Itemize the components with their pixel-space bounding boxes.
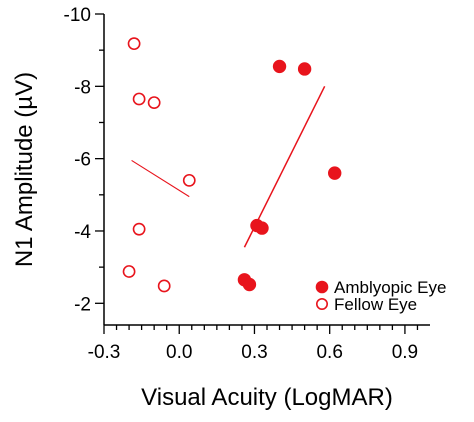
amblyopic-eye-point bbox=[272, 59, 287, 74]
x-tick-label: 0.3 bbox=[241, 342, 267, 363]
legend-marker-amblyopic bbox=[315, 280, 329, 294]
legend-label-fellow: Fellow Eye bbox=[334, 295, 417, 314]
x-tick-label: 0.0 bbox=[166, 342, 192, 363]
fellow-eye-point bbox=[132, 222, 146, 236]
fellow-eye-point bbox=[147, 96, 161, 109]
fellow-eye-point bbox=[132, 92, 146, 106]
fellow-eye-point bbox=[122, 265, 136, 278]
legend-label-amblyopic: Amblyopic Eye bbox=[334, 278, 446, 297]
y-tick-label: -10 bbox=[64, 5, 91, 26]
fellow-fit-line bbox=[131, 159, 190, 198]
amblyopic-eye-point bbox=[242, 277, 257, 292]
x-axis-title: Visual Acuity (LogMAR) bbox=[141, 384, 393, 411]
amblyopic-eye-point bbox=[255, 221, 269, 235]
amblyopic-eye-point bbox=[328, 166, 342, 180]
y-tick-label: -6 bbox=[74, 150, 91, 171]
y-axis-title: N1 Amplitude (µV) bbox=[11, 72, 38, 267]
legend-marker-fellow bbox=[315, 297, 328, 310]
x-tick-label: -0.3 bbox=[88, 342, 121, 363]
fellow-eye-point bbox=[157, 279, 171, 293]
fellow-eye-point bbox=[127, 37, 141, 51]
x-tick-label: 0.9 bbox=[392, 342, 418, 363]
y-tick-label: -4 bbox=[74, 222, 91, 243]
y-tick-label: -8 bbox=[74, 77, 91, 98]
amblyopic-eye-point bbox=[297, 62, 312, 76]
x-tick-label: 0.6 bbox=[316, 342, 342, 363]
fellow-eye-point bbox=[182, 173, 196, 187]
y-tick-label: -2 bbox=[74, 294, 91, 315]
